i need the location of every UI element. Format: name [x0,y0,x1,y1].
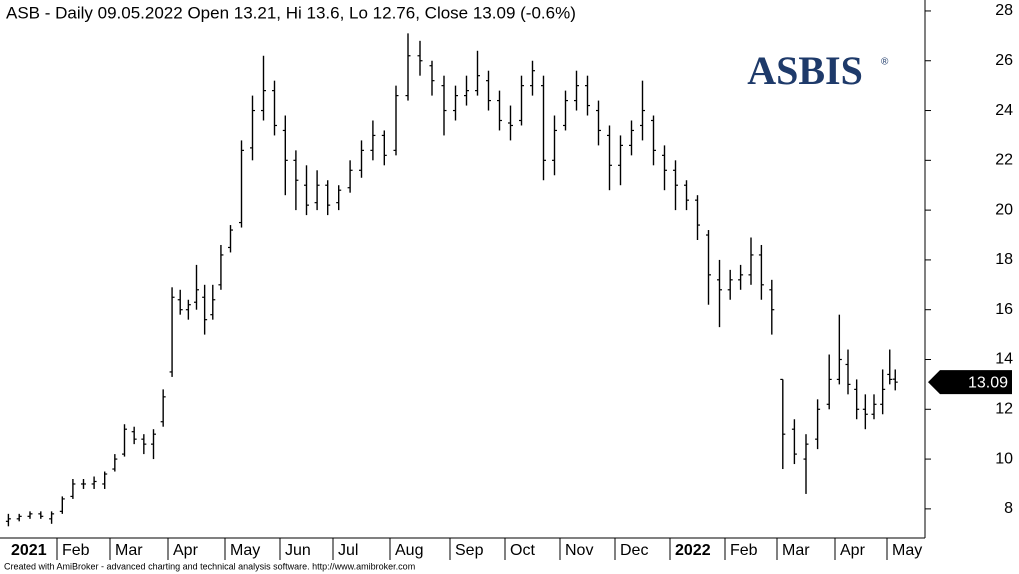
y-tick-label: 26 [995,52,1013,69]
logo-mark: ® [881,57,889,68]
chart-title: ASB - Daily 09.05.2022 Open 13.21, Hi 13… [6,3,576,22]
x-tick-label: Oct [510,542,535,559]
x-tick-label: Feb [62,542,90,559]
x-tick-label: May [230,542,260,559]
x-tick-label: May [892,542,922,559]
x-tick-label: Jul [338,542,358,559]
x-tick-label: Apr [840,542,866,559]
x-tick-label: Jun [285,542,311,559]
x-tick-label: Sep [455,542,484,559]
x-tick-label: 2022 [675,542,711,559]
x-tick-label: Mar [782,542,810,559]
x-tick-label: 2021 [11,542,47,559]
y-tick-label: 14 [995,351,1013,368]
logo: ASBIS [747,48,863,93]
y-tick-label: 20 [995,201,1013,218]
y-tick-label: 8 [1004,500,1013,517]
y-tick-label: 16 [995,301,1013,318]
y-tick-label: 10 [995,450,1013,467]
y-tick-label: 18 [995,251,1013,268]
footer: Created with AmiBroker - advanced charti… [4,561,415,571]
y-tick-label: 22 [995,152,1013,169]
x-tick-label: Nov [565,542,593,559]
y-tick-label: 28 [995,2,1013,19]
y-tick-label: 12 [995,401,1013,418]
x-tick-label: Mar [115,542,143,559]
x-tick-label: Aug [395,542,423,559]
last-value-label: 13.09 [968,374,1008,391]
last-value-marker [928,370,1012,395]
y-tick-label: 24 [995,102,1013,119]
x-tick-label: Feb [730,542,758,559]
x-tick-label: Apr [173,542,199,559]
x-tick-label: Dec [620,542,648,559]
